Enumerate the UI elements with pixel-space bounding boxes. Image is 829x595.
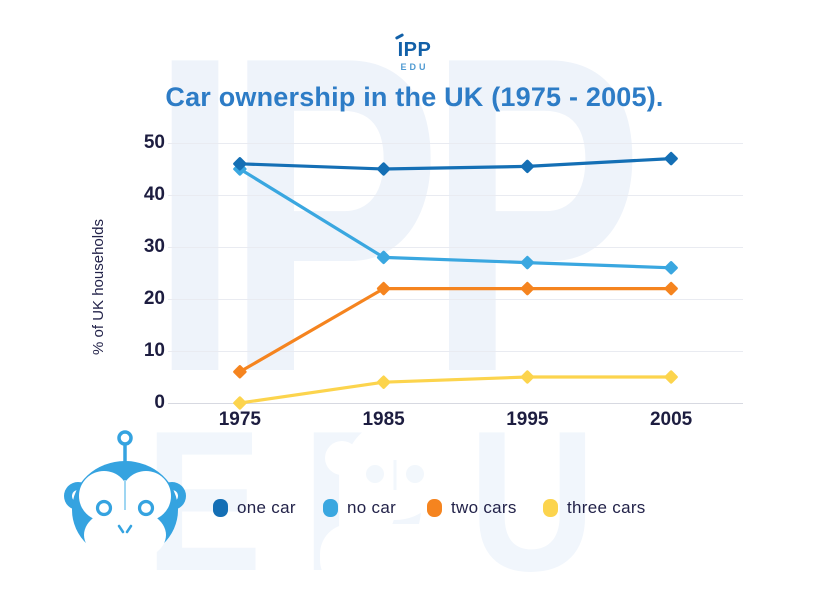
data-point-two-cars-1995 bbox=[520, 281, 535, 296]
data-point-two-cars-1985 bbox=[376, 281, 391, 296]
y-tick-label: 0 bbox=[154, 392, 165, 413]
data-point-three-cars-1975 bbox=[233, 396, 247, 410]
data-point-three-cars-1985 bbox=[376, 375, 391, 389]
x-tick-label: 1975 bbox=[218, 409, 262, 430]
data-point-one-car-1975 bbox=[233, 157, 247, 171]
data-point-three-cars-2005 bbox=[664, 370, 678, 384]
y-axis-tick-labels: 0 10 20 30 40 50 bbox=[95, 132, 165, 413]
x-tick-label: 1995 bbox=[506, 409, 549, 430]
x-tick-label: 2005 bbox=[649, 409, 693, 430]
gridline-40 bbox=[168, 195, 743, 196]
chart-title: Car ownership in the UK (1975 - 2005). bbox=[165, 82, 664, 112]
logo-wordmark: IPP bbox=[394, 33, 432, 61]
x-axis-tick-labels: 1975 1985 1995 2005 bbox=[168, 409, 743, 435]
x-tick-label: 1985 bbox=[362, 409, 405, 430]
series-three-cars bbox=[233, 370, 678, 410]
data-point-two-cars-2005 bbox=[664, 281, 678, 296]
y-tick-label: 20 bbox=[143, 288, 165, 309]
y-tick-label: 40 bbox=[143, 184, 165, 205]
logo: IPP EDU bbox=[0, 33, 829, 72]
y-tick-label: 10 bbox=[143, 340, 165, 361]
logo-subtext: EDU bbox=[400, 62, 429, 72]
line-chart bbox=[233, 151, 678, 410]
watermark-monkey-silhouette-icon bbox=[320, 420, 470, 590]
y-tick-label: 30 bbox=[143, 236, 165, 257]
data-point-one-car-1995 bbox=[520, 159, 535, 174]
data-point-no-car-2005 bbox=[664, 261, 678, 275]
plot-area bbox=[168, 143, 743, 410]
series-two-cars bbox=[233, 281, 678, 379]
gridline-20 bbox=[168, 299, 743, 300]
data-point-one-car-2005 bbox=[664, 151, 678, 166]
gridline-50 bbox=[168, 143, 743, 144]
data-point-no-car-1995 bbox=[520, 255, 535, 270]
watermark-ipp-text: IPP bbox=[150, 0, 643, 466]
data-point-no-car-1985 bbox=[376, 250, 391, 265]
gridline-30 bbox=[168, 247, 743, 248]
data-point-two-cars-1975 bbox=[233, 365, 247, 379]
series-no-car bbox=[233, 162, 678, 275]
data-point-one-car-1985 bbox=[376, 162, 391, 176]
series-one-car bbox=[233, 151, 678, 176]
gridline-0 bbox=[168, 403, 743, 404]
logo-text: IPP bbox=[397, 39, 432, 61]
monkey-mascot-icon bbox=[64, 430, 186, 562]
y-tick-label: 50 bbox=[143, 132, 165, 153]
data-point-three-cars-1995 bbox=[520, 370, 535, 384]
gridline-10 bbox=[168, 351, 743, 352]
